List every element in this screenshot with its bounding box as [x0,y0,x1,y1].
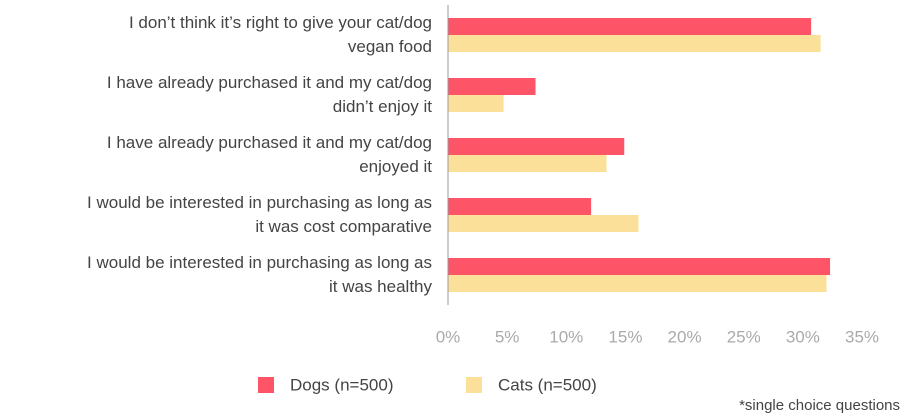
bar [448,18,812,35]
x-tick-label: 10% [549,327,583,346]
bar [448,138,625,155]
x-tick-label: 20% [668,327,702,346]
bar [448,78,536,95]
x-tick-label: 25% [727,327,761,346]
bar [448,258,831,275]
bar [448,215,639,232]
bar [448,198,592,215]
category-label: I have already purchased it and my cat/d… [106,73,432,116]
x-tick-label: 30% [786,327,820,346]
x-tick-label: 35% [845,327,879,346]
category-label: I don’t think it’s right to give your ca… [128,13,432,56]
category-label: I would be interested in purchasing as l… [87,253,432,296]
legend-label: Cats (n=500) [498,375,597,394]
footnote: *single choice questions [739,397,900,414]
x-tick-label: 5% [495,327,520,346]
bar [448,275,827,292]
legend-label: Dogs (n=500) [290,375,393,394]
bar [448,35,821,52]
legend-swatch [466,377,482,393]
category-label: I would be interested in purchasing as l… [87,193,432,236]
x-tick-label: 0% [436,327,461,346]
category-label: I have already purchased it and my cat/d… [106,133,432,176]
bar [448,95,504,112]
bar [448,155,607,172]
legend-swatch [258,377,274,393]
x-tick-label: 15% [608,327,642,346]
